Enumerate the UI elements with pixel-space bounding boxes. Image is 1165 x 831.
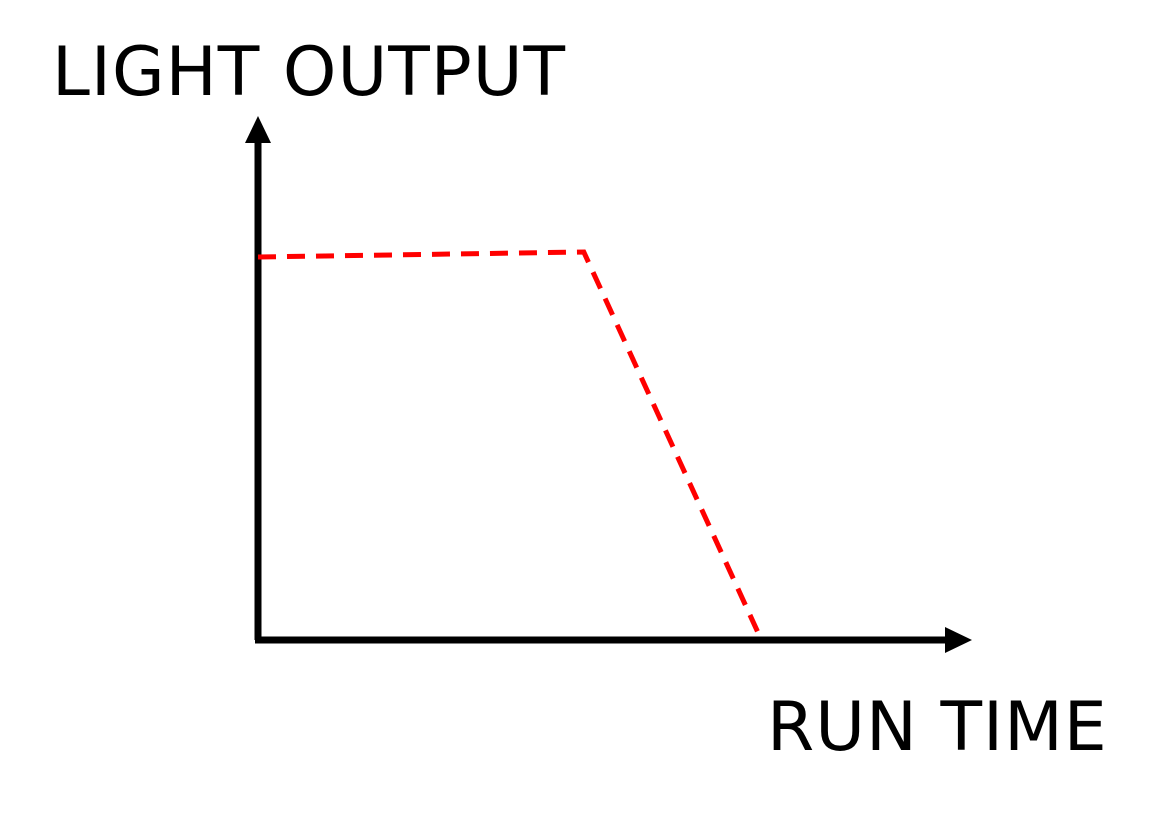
y-axis-arrow-icon	[245, 116, 271, 143]
x-axis-label: RUN TIME	[767, 688, 1108, 767]
x-axis-arrow-icon	[945, 627, 972, 653]
series-line-light-output	[257, 249, 764, 642]
y-axis-label: LIGHT OUTPUT	[52, 33, 566, 112]
